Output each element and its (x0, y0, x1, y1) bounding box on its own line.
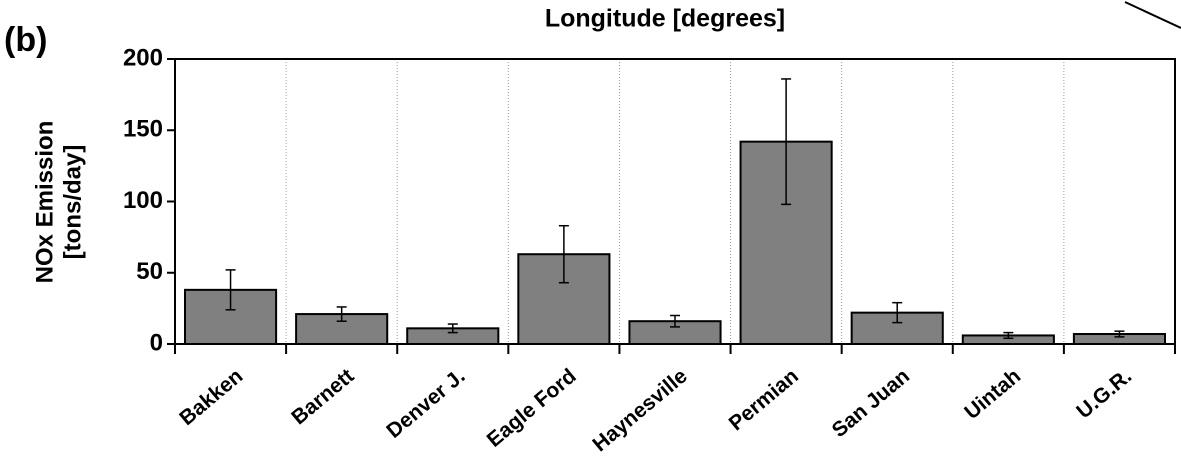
y-tick-label: 100 (123, 187, 163, 214)
y-tick-label: 0 (150, 329, 163, 356)
y-tick-label: 200 (123, 44, 163, 71)
x-tick-label: Denver J. (382, 364, 469, 442)
y-label-line: NOx Emission (31, 121, 58, 284)
error-bar (558, 224, 569, 284)
error-bar (892, 301, 903, 324)
y-label-line: [tons/day] (59, 145, 86, 260)
error-bar (336, 306, 347, 322)
plot-frame (174, 58, 1176, 345)
x-tick-label: U.G.R. (1072, 364, 1136, 423)
error-bar (447, 323, 458, 334)
x-tick-label: San Juan (828, 364, 914, 442)
x-tick-label: Uintah (960, 364, 1025, 424)
error-bar (1114, 330, 1125, 338)
x-tick-label: Permian (725, 364, 803, 435)
y-axis-label: NOx Emission [tons/day] (31, 121, 86, 284)
error-bar (225, 269, 236, 311)
x-tick-label: Bakken (175, 364, 247, 430)
y-tick-label: 50 (136, 258, 163, 285)
error-bar (670, 314, 680, 328)
panel-label: (b) (4, 21, 47, 59)
error-bar (1003, 331, 1014, 340)
error-bar (781, 78, 792, 206)
x-tick-label: Haynesville (588, 364, 691, 456)
decoration-line (1124, 1, 1181, 29)
x-tick-label: Eagle Ford (483, 364, 581, 451)
bar (850, 311, 944, 345)
y-tick-label: 150 (123, 116, 163, 143)
chart-title: Longitude [degrees] (545, 5, 785, 33)
x-tick-label: Barnett (287, 364, 358, 429)
